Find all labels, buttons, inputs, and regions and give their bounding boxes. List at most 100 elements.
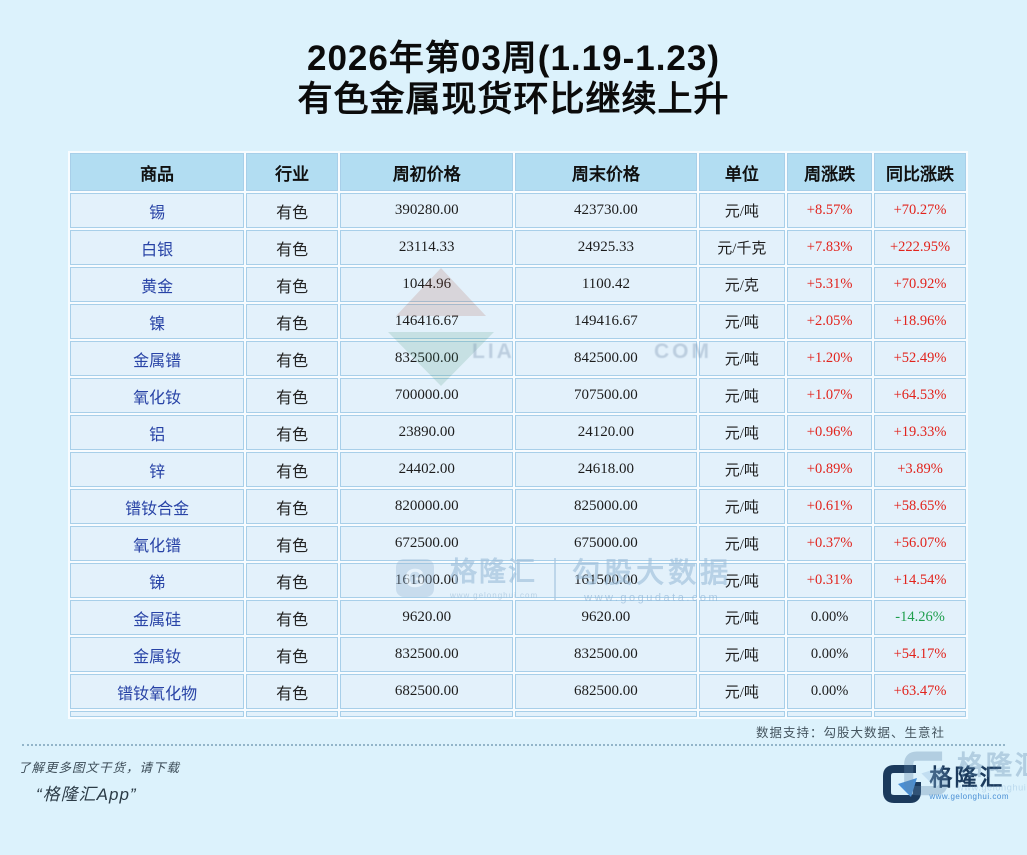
unit-cell: 元/吨	[698, 526, 786, 561]
industry-cell: 有色	[246, 674, 339, 709]
end-price-cell: 423730.00	[515, 193, 697, 228]
table-row: 金属钕 有色 832500.00 832500.00 元/吨 0.00% +54…	[70, 637, 966, 672]
yoy-change-cell: +14.54%	[874, 563, 966, 598]
unit-cell: 元/吨	[698, 452, 786, 487]
unit-cell: 元/克	[698, 267, 786, 302]
end-price-cell: 24925.33	[515, 230, 697, 265]
partial-cell	[874, 711, 966, 717]
col-header-commodity: 商品	[70, 153, 245, 191]
table-row: 铝 有色 23890.00 24120.00 元/吨 +0.96% +19.33…	[70, 415, 966, 450]
wow-change-cell: +1.20%	[787, 341, 873, 376]
commodity-cell: 金属钕	[70, 637, 245, 672]
gelonghui-logo-icon	[883, 765, 922, 803]
commodity-cell: 镨钕氧化物	[70, 674, 245, 709]
wow-change-cell: +5.31%	[787, 267, 873, 302]
start-price-cell: 9620.00	[340, 600, 514, 635]
unit-cell: 元/千克	[698, 230, 786, 265]
col-header-yoy-change: 同比涨跌	[874, 153, 966, 191]
partial-cell	[246, 711, 339, 717]
table-row: 氧化钕 有色 700000.00 707500.00 元/吨 +1.07% +6…	[70, 378, 966, 413]
data-support-note: 数据支持：勾股大数据、生意社	[755, 726, 945, 740]
corner-logo-icon	[904, 751, 949, 796]
brand-url: www.gelonghui.com	[929, 792, 1009, 801]
wow-change-cell: +2.05%	[787, 304, 873, 339]
yoy-change-cell: +18.96%	[874, 304, 966, 339]
start-price-cell: 1044.96	[340, 267, 514, 302]
unit-cell: 元/吨	[698, 193, 786, 228]
start-price-cell: 672500.00	[340, 526, 514, 561]
col-header-industry: 行业	[246, 153, 339, 191]
table-row: 锡 有色 390280.00 423730.00 元/吨 +8.57% +70.…	[70, 193, 966, 228]
commodity-cell: 金属硅	[70, 600, 245, 635]
industry-cell: 有色	[246, 341, 339, 376]
yoy-change-cell: +19.33%	[874, 415, 966, 450]
industry-cell: 有色	[246, 230, 339, 265]
commodity-cell: 金属镨	[70, 341, 245, 376]
end-price-cell: 161500.00	[515, 563, 697, 598]
page-title: 2026年第03周(1.19-1.23) 有色金属现货环比继续上升	[0, 38, 1027, 120]
yoy-change-cell: +63.47%	[874, 674, 966, 709]
yoy-change-cell: +3.89%	[874, 452, 966, 487]
unit-cell: 元/吨	[698, 637, 786, 672]
start-price-cell: 700000.00	[340, 378, 514, 413]
col-header-week-start-price: 周初价格	[340, 153, 514, 191]
commodity-cell: 氧化钕	[70, 378, 245, 413]
industry-cell: 有色	[246, 304, 339, 339]
title-line-1: 2026年第03周(1.19-1.23)	[307, 39, 720, 78]
col-header-unit: 单位	[698, 153, 786, 191]
start-price-cell: 24402.00	[340, 452, 514, 487]
brand-name: 格隆汇	[929, 764, 1005, 790]
start-price-cell: 682500.00	[340, 674, 514, 709]
commodity-cell: 镍	[70, 304, 245, 339]
unit-cell: 元/吨	[698, 600, 786, 635]
start-price-cell: 820000.00	[340, 489, 514, 524]
industry-cell: 有色	[246, 378, 339, 413]
yoy-change-cell: +222.95%	[874, 230, 966, 265]
yoy-change-cell: +52.49%	[874, 341, 966, 376]
commodity-cell: 白银	[70, 230, 245, 265]
partial-cell	[70, 711, 245, 717]
wow-change-cell: +0.31%	[787, 563, 873, 598]
end-price-cell: 825000.00	[515, 489, 697, 524]
commodity-cell: 黄金	[70, 267, 245, 302]
industry-cell: 有色	[246, 637, 339, 672]
unit-cell: 元/吨	[698, 489, 786, 524]
industry-cell: 有色	[246, 193, 339, 228]
table-row: 锑 有色 161000.00 161500.00 元/吨 +0.31% +14.…	[70, 563, 966, 598]
table-row: 镨钕合金 有色 820000.00 825000.00 元/吨 +0.61% +…	[70, 489, 966, 524]
unit-cell: 元/吨	[698, 378, 786, 413]
partial-cell	[340, 711, 514, 717]
start-price-cell: 390280.00	[340, 193, 514, 228]
industry-cell: 有色	[246, 563, 339, 598]
table-row: 金属镨 有色 832500.00 842500.00 元/吨 +1.20% +5…	[70, 341, 966, 376]
corner-watermark-logo: 格隆汇 www.gelonghui.com	[903, 750, 1027, 855]
end-price-cell: 842500.00	[515, 341, 697, 376]
industry-cell: 有色	[246, 526, 339, 561]
yoy-change-cell: +70.92%	[874, 267, 966, 302]
commodity-cell: 锌	[70, 452, 245, 487]
corner-brand-name: 格隆汇	[957, 750, 1027, 781]
industry-cell: 有色	[246, 489, 339, 524]
unit-cell: 元/吨	[698, 341, 786, 376]
unit-cell: 元/吨	[698, 304, 786, 339]
title-line-2: 有色金属现货环比继续上升	[297, 80, 730, 119]
table-row: 镍 有色 146416.67 149416.67 元/吨 +2.05% +18.…	[70, 304, 966, 339]
partial-cell	[515, 711, 697, 717]
table-row: 黄金 有色 1044.96 1100.42 元/克 +5.31% +70.92%	[70, 267, 966, 302]
unit-cell: 元/吨	[698, 563, 786, 598]
col-header-week-end-price: 周末价格	[515, 153, 697, 191]
industry-cell: 有色	[246, 415, 339, 450]
end-price-cell: 832500.00	[515, 637, 697, 672]
wow-change-cell: 0.00%	[787, 674, 873, 709]
wow-change-cell: +7.83%	[787, 230, 873, 265]
end-price-cell: 24618.00	[515, 452, 697, 487]
table-row: 白银 有色 23114.33 24925.33 元/千克 +7.83% +222…	[70, 230, 966, 265]
footer-divider	[22, 744, 1005, 746]
end-price-cell: 149416.67	[515, 304, 697, 339]
yoy-change-cell: +70.27%	[874, 193, 966, 228]
end-price-cell: 24120.00	[515, 415, 697, 450]
partial-row	[70, 711, 966, 717]
wow-change-cell: +0.96%	[787, 415, 873, 450]
industry-cell: 有色	[246, 267, 339, 302]
end-price-cell: 1100.42	[515, 267, 697, 302]
